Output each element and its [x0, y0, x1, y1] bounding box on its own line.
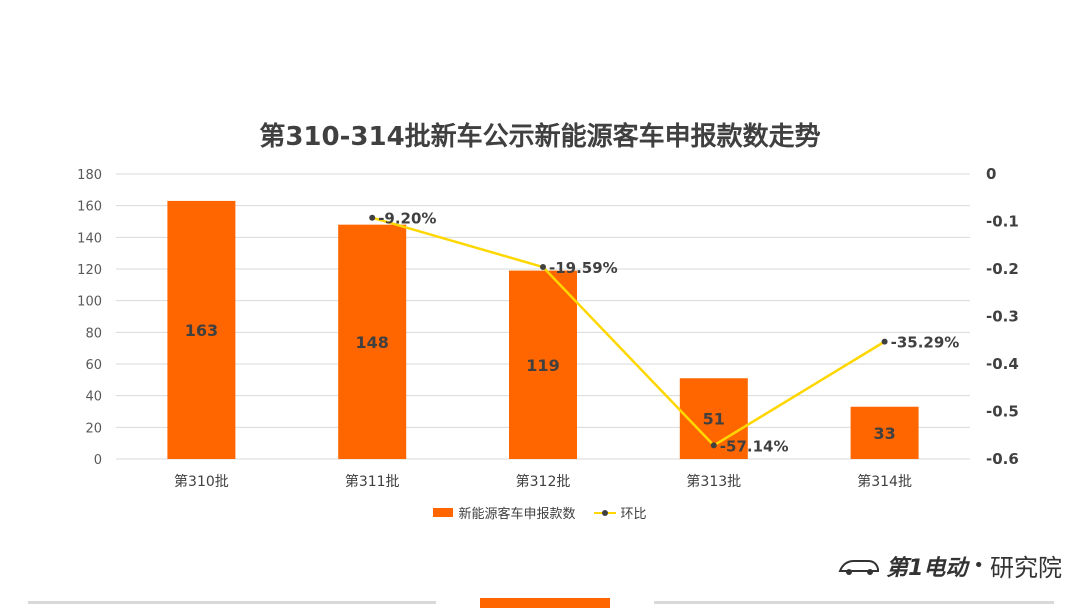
bar: [167, 200, 236, 459]
legend-bar-label: 新能源客车申报款数: [458, 507, 576, 522]
brand-logo-text: 第1电动: [886, 555, 968, 581]
x-tick-label: 第313批: [686, 473, 741, 490]
legend-line-label: 环比: [620, 507, 647, 522]
y-left-tick-label: 160: [77, 200, 102, 215]
line-point: [540, 264, 546, 271]
y-right-tick-label: -0.3: [986, 308, 1019, 326]
x-tick-label: 第311批: [345, 473, 400, 490]
line-point: [710, 442, 717, 449]
bar-value-label: 163: [185, 321, 218, 340]
line-value-label: -57.14%: [720, 437, 789, 455]
bar: [338, 224, 407, 459]
chart-title: 第310-314批新车公示新能源客车申报款数走势: [259, 122, 821, 152]
line-point: [369, 214, 376, 221]
bar-value-label: 33: [873, 424, 895, 443]
x-tick-label: 第310批: [174, 473, 229, 490]
car-icon: [838, 559, 880, 575]
line-value-label: -19.59%: [549, 259, 618, 277]
y-right-tick-label: 0: [986, 165, 996, 183]
legend: 新能源客车申报款数 环比: [0, 503, 1080, 522]
y-right-tick-label: -0.1: [986, 213, 1019, 231]
footer-divider-right: [654, 601, 1054, 604]
legend-item-line: 环比: [593, 503, 647, 522]
bar: [509, 270, 577, 459]
line-series-path: [371, 216, 886, 448]
y-left-tick-label: 60: [85, 358, 102, 373]
y-left-tick-label: 0: [94, 453, 102, 468]
y-left-tick-label: 20: [85, 421, 102, 436]
y-right-tick-label: -0.6: [986, 450, 1019, 468]
bar: [850, 406, 919, 459]
x-tick-label: 第314批: [857, 473, 912, 490]
y-left-tick-label: 120: [77, 263, 102, 278]
brand-separator: •: [973, 555, 984, 576]
bar-value-label: 148: [355, 333, 388, 352]
y-left-tick-label: 40: [85, 390, 102, 405]
y-left-tick-label: 180: [77, 168, 102, 183]
y-left-tick-label: 140: [77, 231, 102, 246]
line-point: [881, 338, 888, 345]
line-value-label: -35.29%: [891, 334, 960, 352]
line-value-label: -9.20%: [378, 210, 436, 228]
brand-logo: 第1电动 • 研究院: [838, 548, 1062, 583]
y-right-tick-label: -0.2: [986, 260, 1019, 278]
x-tick-label: 第312批: [516, 473, 571, 490]
y-left-tick-label: 100: [77, 295, 102, 310]
y-right-tick-label: -0.5: [986, 403, 1019, 421]
footer-divider-left: [28, 601, 436, 604]
legend-line-swatch: [593, 508, 616, 518]
footer-accent-bar: [480, 598, 610, 608]
bar-value-label: 119: [526, 356, 559, 375]
legend-item-bar: 新能源客车申报款数: [433, 503, 576, 522]
legend-bar-swatch: [433, 508, 454, 517]
y-right-tick-label: -0.4: [986, 355, 1019, 373]
brand-institute-text: 研究院: [990, 554, 1062, 582]
y-left-tick-label: 80: [85, 326, 102, 341]
bar-value-label: 51: [703, 410, 725, 429]
